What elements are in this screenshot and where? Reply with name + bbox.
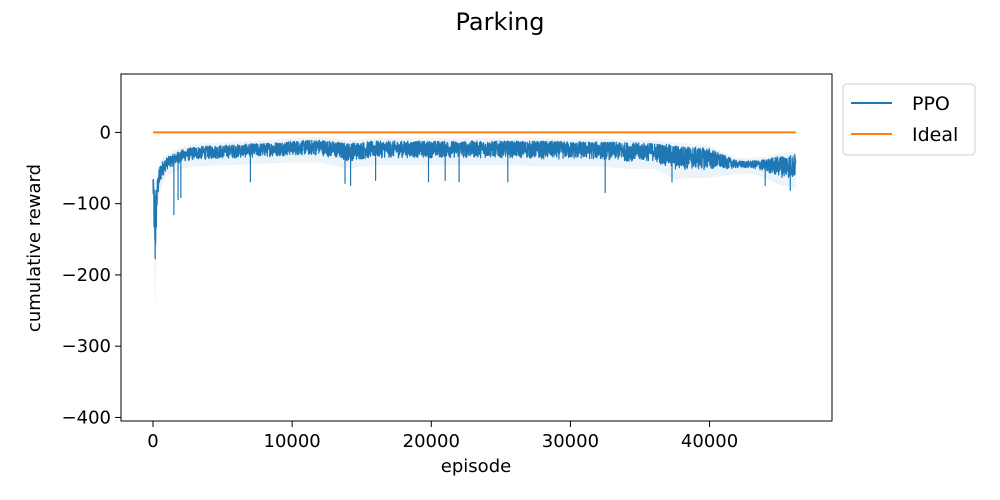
y-tick-label: 0 [100, 122, 111, 143]
y-tick-label: −300 [62, 336, 111, 357]
ppo-series-line [152, 139, 797, 260]
y-axis-title: cumulative reward [24, 164, 45, 332]
legend-box [842, 83, 976, 156]
series-layer [152, 131, 797, 312]
y-axis: 0 −100 −200 −300 −400 [62, 122, 121, 428]
x-tick-label: 0 [147, 431, 158, 452]
chart-title: Parking [456, 8, 545, 36]
legend-label-ppo: PPO [912, 93, 950, 115]
y-tick-label: −400 [62, 407, 111, 428]
x-axis-title: episode [441, 456, 511, 477]
plot-frame [120, 73, 833, 422]
x-tick-label: 20000 [403, 431, 460, 452]
x-axis: 0 10000 20000 30000 40000 [147, 421, 738, 452]
legend-label-ideal: Ideal [912, 124, 958, 146]
legend: PPO Ideal [842, 83, 976, 156]
y-tick-label: −100 [62, 194, 111, 215]
x-tick-label: 30000 [542, 431, 599, 452]
x-tick-label: 40000 [681, 431, 738, 452]
x-tick-label: 10000 [264, 431, 321, 452]
y-tick-label: −200 [62, 265, 111, 286]
